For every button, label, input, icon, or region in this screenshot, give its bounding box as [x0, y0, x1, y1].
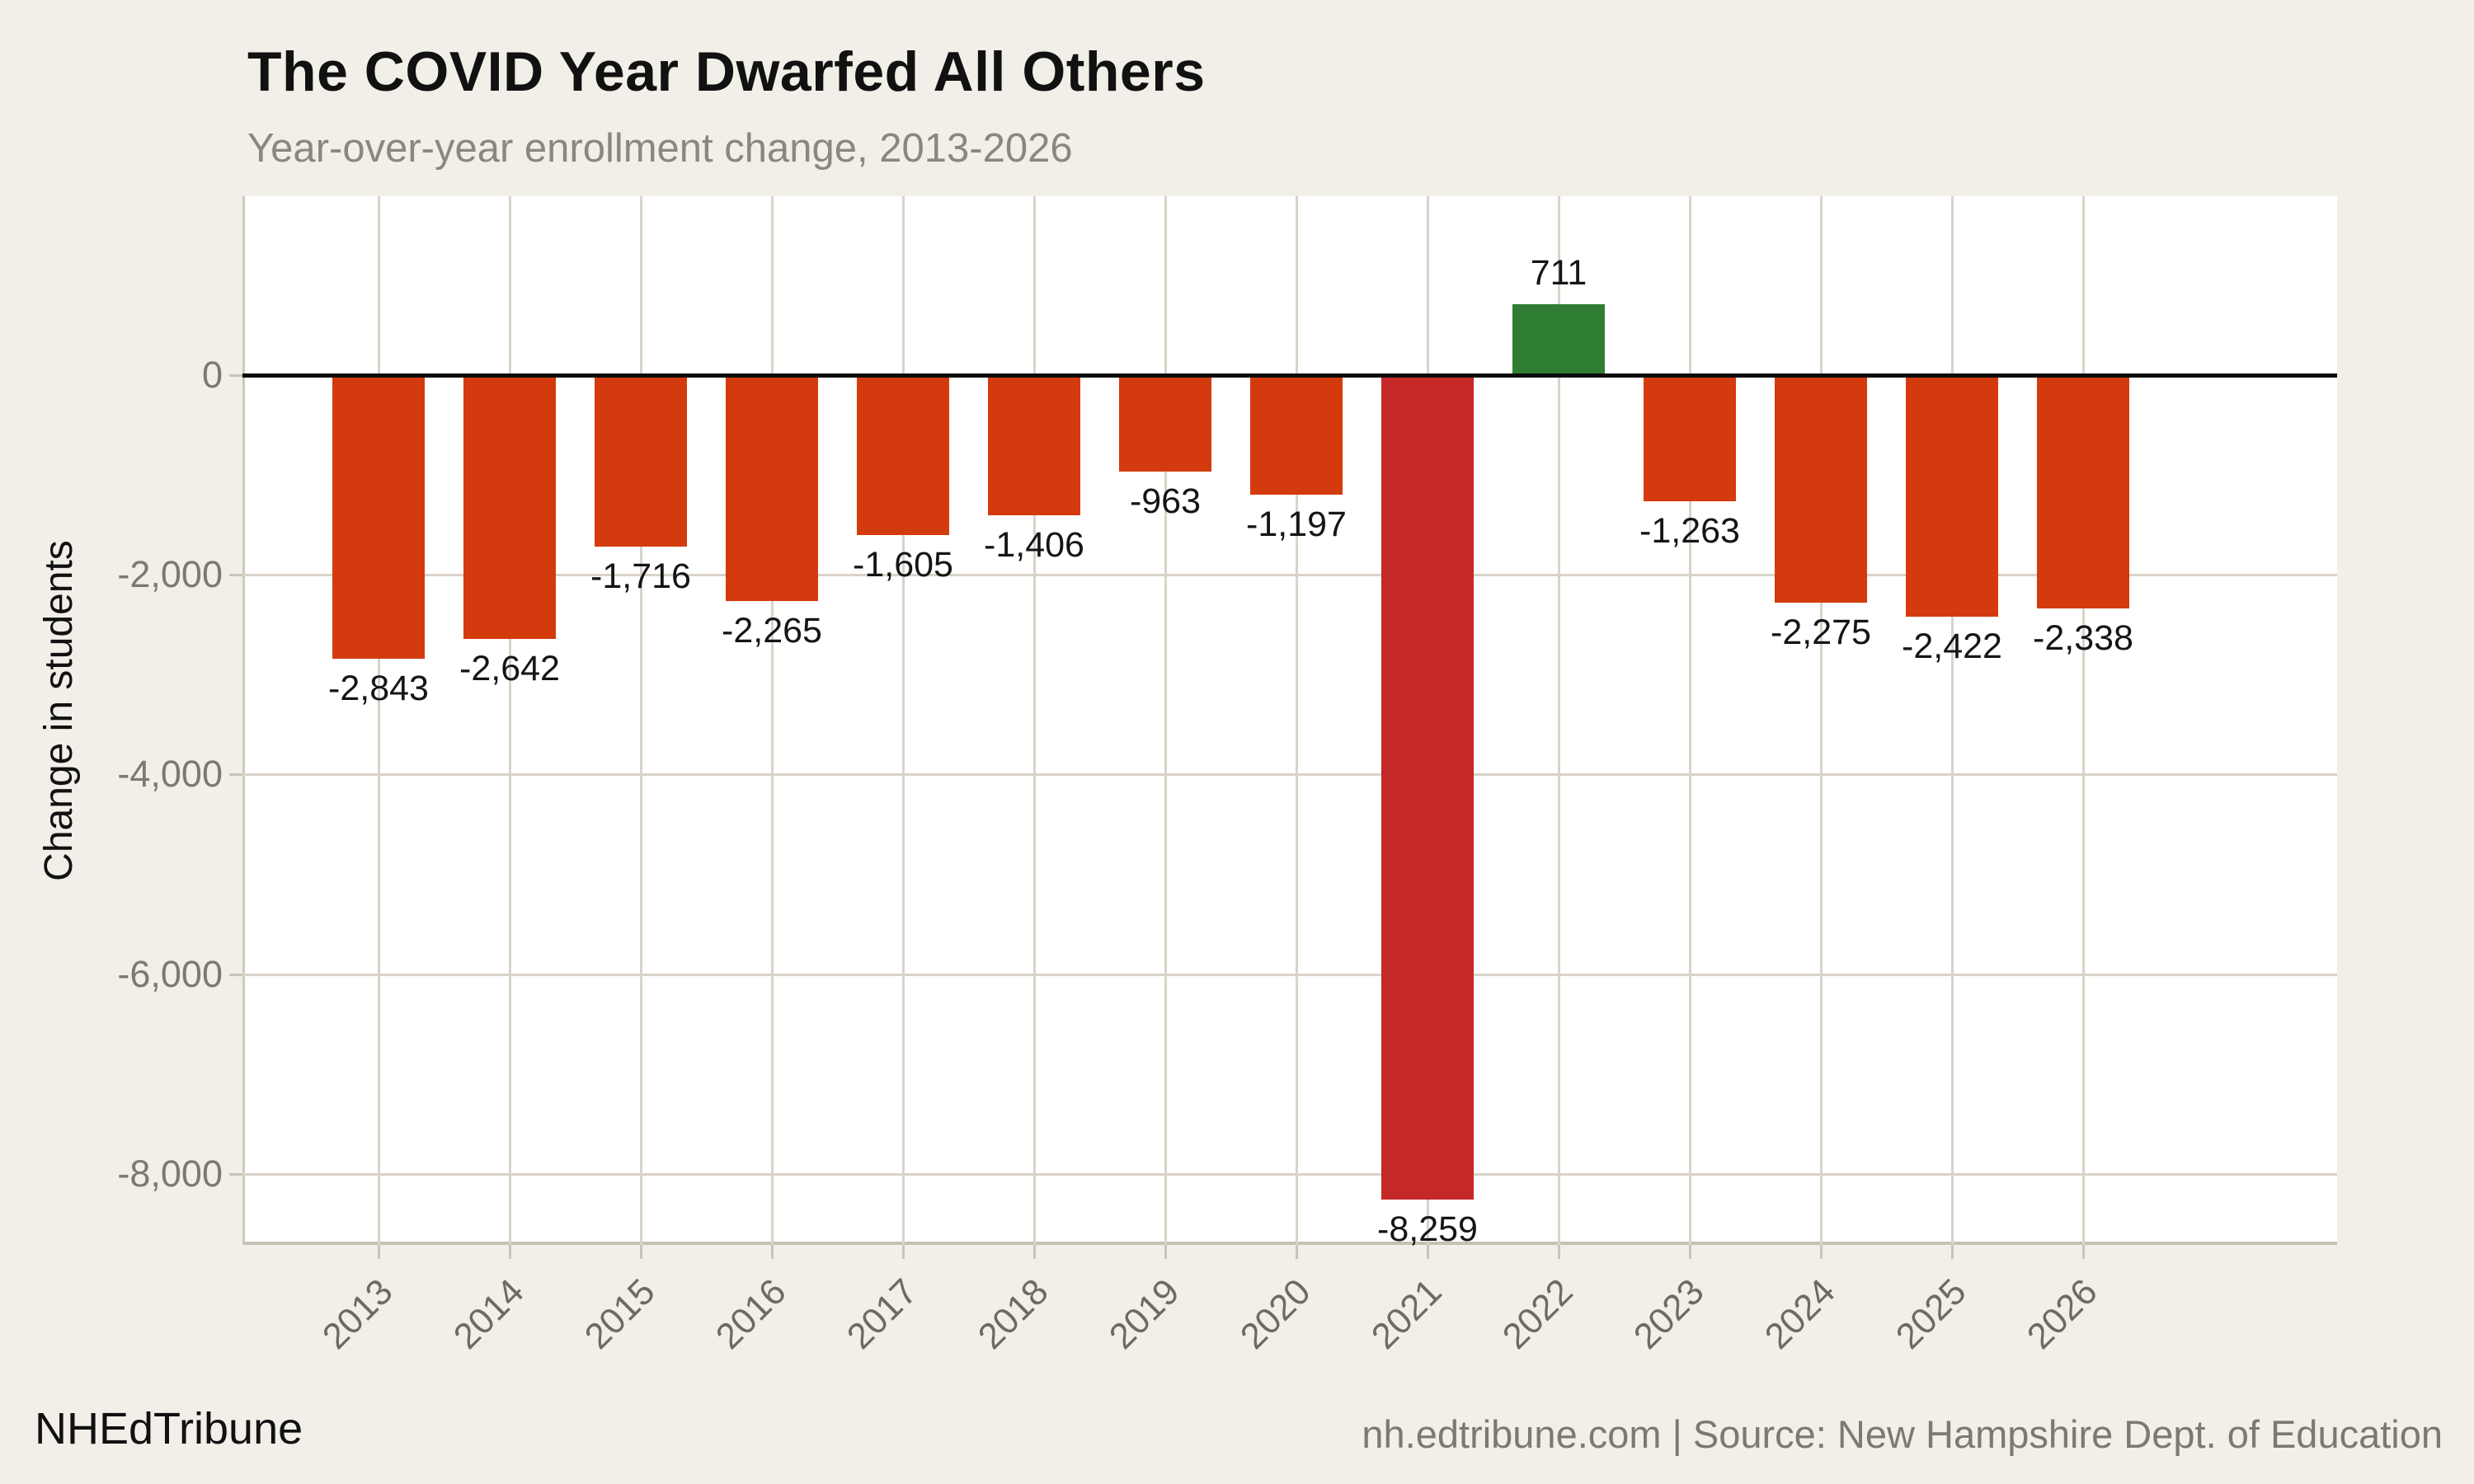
bar-2022 [1512, 303, 1605, 375]
chart-title: The COVID Year Dwarfed All Others [247, 40, 1206, 103]
bar-value-label: -2,843 [328, 669, 429, 709]
x-axis-tick [2082, 1245, 2085, 1259]
bar-2024 [1775, 375, 1867, 603]
v-gridline [1164, 196, 1167, 1245]
bar-2021 [1381, 375, 1474, 1200]
x-axis-tick [1558, 1245, 1560, 1259]
h-gridline [242, 574, 2337, 577]
chart-subtitle: Year-over-year enrollment change, 2013-2… [247, 126, 1073, 171]
v-gridline [1689, 196, 1691, 1245]
h-gridline [242, 1172, 2337, 1176]
bar-value-label: -1,406 [984, 525, 1084, 566]
v-gridline [2082, 196, 2085, 1245]
x-axis-tick [1296, 1245, 1298, 1259]
x-axis-tick [509, 1245, 511, 1259]
bar-2014 [463, 375, 556, 639]
zero-axis-line [242, 373, 2337, 378]
x-axis-tick [1951, 1245, 1954, 1259]
bar-value-label: -2,265 [722, 611, 822, 651]
x-axis-tick [378, 1245, 380, 1259]
v-gridline [1951, 196, 1954, 1245]
x-axis-tick [1033, 1245, 1036, 1259]
v-gridline [1820, 196, 1823, 1245]
bar-value-label: -1,263 [1639, 510, 1740, 551]
v-gridline [640, 196, 642, 1245]
v-gridline [1033, 196, 1036, 1245]
y-tick-label: -4,000 [117, 753, 223, 796]
v-gridline [378, 196, 380, 1245]
bar-2020 [1250, 375, 1343, 495]
y-tick-label: -8,000 [117, 1152, 223, 1195]
plot-area [242, 196, 2337, 1245]
v-gridline [1558, 196, 1560, 1245]
bar-value-label: 711 [1530, 252, 1587, 293]
v-gridline [771, 196, 774, 1245]
bar-value-label: -1,716 [590, 556, 691, 596]
brand-logo-text: NHEdTribune [35, 1404, 303, 1453]
bar-value-label: -8,259 [1377, 1209, 1478, 1250]
v-gridline [902, 196, 905, 1245]
x-axis-tick [1164, 1245, 1167, 1259]
bar-value-label: -2,275 [1771, 612, 1871, 652]
x-axis-tick [640, 1245, 642, 1259]
v-gridline [509, 196, 511, 1245]
y-axis-tick [229, 574, 242, 577]
bar-value-label: -963 [1129, 481, 1202, 521]
y-axis-tick [229, 374, 242, 377]
bar-2017 [857, 375, 949, 536]
bar-2023 [1644, 375, 1736, 501]
y-axis-tick [229, 1172, 242, 1176]
y-tick-label: -6,000 [117, 952, 223, 995]
bar-2018 [988, 375, 1080, 516]
v-gridline [1296, 196, 1298, 1245]
y-axis-tick [229, 773, 242, 777]
x-axis-tick [771, 1245, 774, 1259]
x-axis-tick [902, 1245, 905, 1259]
bar-2016 [726, 375, 818, 602]
bar-2026 [2037, 375, 2129, 609]
x-axis-tick [1427, 1245, 1429, 1259]
bar-value-label: -2,642 [459, 648, 560, 688]
bar-value-label: -1,605 [853, 545, 953, 585]
x-axis-tick [1689, 1245, 1691, 1259]
bar-2025 [1906, 375, 1998, 618]
bar-2015 [595, 375, 687, 547]
h-gridline [242, 973, 2337, 976]
y-tick-label: 0 [201, 354, 223, 396]
bar-value-label: -2,422 [1902, 627, 2002, 667]
y-axis-tick [229, 973, 242, 976]
bar-value-label: -2,338 [2033, 618, 2133, 659]
h-gridline [242, 773, 2337, 777]
source-attribution: nh.edtribune.com | Source: New Hampshire… [1362, 1412, 2443, 1456]
x-axis-tick [1820, 1245, 1823, 1259]
bar-value-label: -1,197 [1246, 504, 1347, 544]
bar-2019 [1119, 375, 1211, 472]
y-tick-label: -2,000 [117, 553, 223, 596]
bar-2013 [332, 375, 425, 660]
